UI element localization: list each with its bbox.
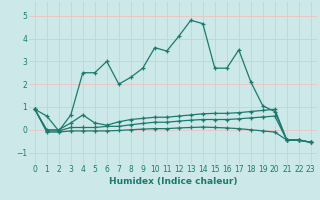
X-axis label: Humidex (Indice chaleur): Humidex (Indice chaleur) [108,177,237,186]
